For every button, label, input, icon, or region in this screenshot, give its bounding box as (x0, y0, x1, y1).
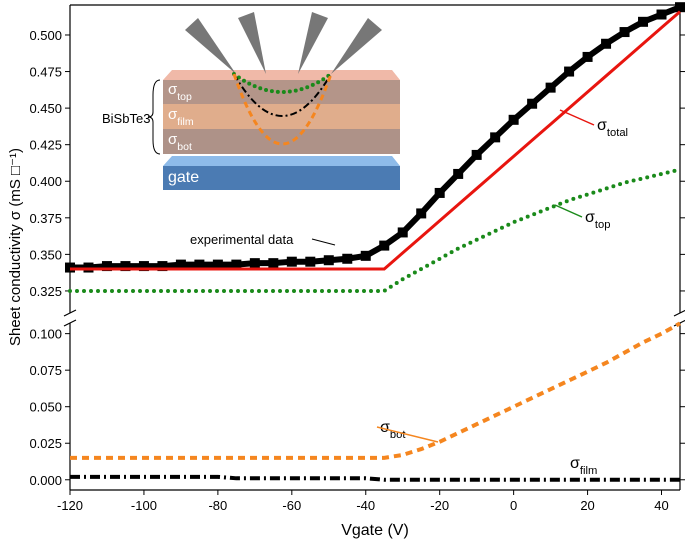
layer-label: σtop (168, 81, 192, 103)
data-point (194, 259, 205, 270)
data-point (656, 9, 667, 20)
data-point (527, 98, 538, 109)
y-tick-label: 0.325 (29, 284, 62, 299)
data-point (360, 250, 371, 261)
data-point (305, 256, 316, 267)
data-point (453, 168, 464, 179)
series-line (70, 10, 681, 271)
layer-label: gate (168, 169, 199, 186)
leader-line (554, 204, 583, 218)
leader-line (311, 238, 336, 246)
x-tick-label: 0 (510, 498, 517, 513)
data-point (120, 261, 131, 272)
y-tick-label: 0.475 (29, 65, 62, 80)
data-point (138, 261, 149, 272)
data-point (434, 187, 445, 198)
data-point (175, 259, 186, 270)
layer-label: σfilm (168, 106, 194, 128)
series-line (68, 167, 682, 293)
series-label: σtotal (597, 117, 628, 139)
y-tick-label: 0.075 (29, 363, 62, 378)
series-label: σtop (585, 209, 610, 231)
data-point (490, 132, 501, 143)
gate-layer (163, 166, 400, 190)
tip (298, 12, 328, 74)
data-point (268, 258, 279, 269)
inset-curve-bot (232, 73, 333, 146)
data-point (231, 259, 242, 270)
axis-break (673, 309, 685, 327)
x-tick-label: -40 (356, 498, 375, 513)
series-line (70, 321, 681, 460)
data-point (638, 16, 649, 27)
data-point (471, 149, 482, 160)
series-label: σbot (380, 419, 406, 441)
data-point (379, 240, 390, 251)
series-label: σfilm (570, 455, 597, 477)
layer-top-face (163, 70, 400, 80)
data-point (101, 261, 112, 272)
data-point (619, 27, 630, 38)
x-tick-label: 20 (580, 498, 594, 513)
layer-top (163, 80, 400, 104)
data-point (323, 255, 334, 266)
y-tick-label: 0.400 (29, 174, 62, 189)
leader-line (559, 109, 595, 126)
data-point (212, 259, 223, 270)
tip (185, 18, 236, 74)
data-line (70, 4, 682, 271)
axis-break (63, 309, 77, 327)
x-tick-label: -100 (131, 498, 157, 513)
x-axis-label: Vgate (V) (341, 522, 409, 539)
data-point (601, 38, 612, 49)
y-tick-label: 0.025 (29, 436, 62, 451)
y-axis-label: Sheet conductivity σ (mS □⁻¹) (7, 148, 24, 346)
data-point (416, 208, 427, 219)
y-tick-label: 0.500 (29, 28, 62, 43)
x-tick-label: -60 (282, 498, 301, 513)
y-tick-label: 0.050 (29, 400, 62, 415)
inset-label: BiSbTe3 (102, 111, 150, 126)
tip (238, 12, 266, 74)
data-point (397, 227, 408, 238)
leader-line (376, 426, 439, 443)
brace (147, 79, 161, 155)
layer-label: σbot (168, 131, 192, 153)
tip (331, 18, 382, 74)
x-tick-label: -80 (208, 498, 227, 513)
y-tick-label: 0.425 (29, 138, 62, 153)
data-point (342, 253, 353, 264)
data-point (582, 51, 593, 62)
data-point (545, 82, 556, 93)
x-tick-label: -120 (57, 498, 83, 513)
data-point (286, 256, 297, 267)
y-tick-label: 0.375 (29, 211, 62, 226)
data-point (675, 2, 685, 13)
layer-bot (163, 129, 400, 154)
data-point (157, 261, 168, 272)
data-point (249, 258, 260, 269)
series-line (70, 474, 680, 482)
x-tick-label: -20 (430, 498, 449, 513)
y-tick-label: 0.100 (29, 327, 62, 342)
inset-curve-top (232, 72, 333, 94)
y-tick-label: 0.000 (29, 473, 62, 488)
data-point (564, 66, 575, 77)
y-tick-label: 0.350 (29, 247, 62, 262)
gate-top-face (163, 156, 400, 166)
data-point (508, 114, 519, 125)
annotation: experimental data (190, 232, 294, 247)
inset-curve-film (233, 73, 332, 117)
y-tick-label: 0.450 (29, 101, 62, 116)
inset: BiSbTe3 σtop σfilm σbot gate (102, 12, 400, 190)
x-tick-label: 40 (654, 498, 668, 513)
